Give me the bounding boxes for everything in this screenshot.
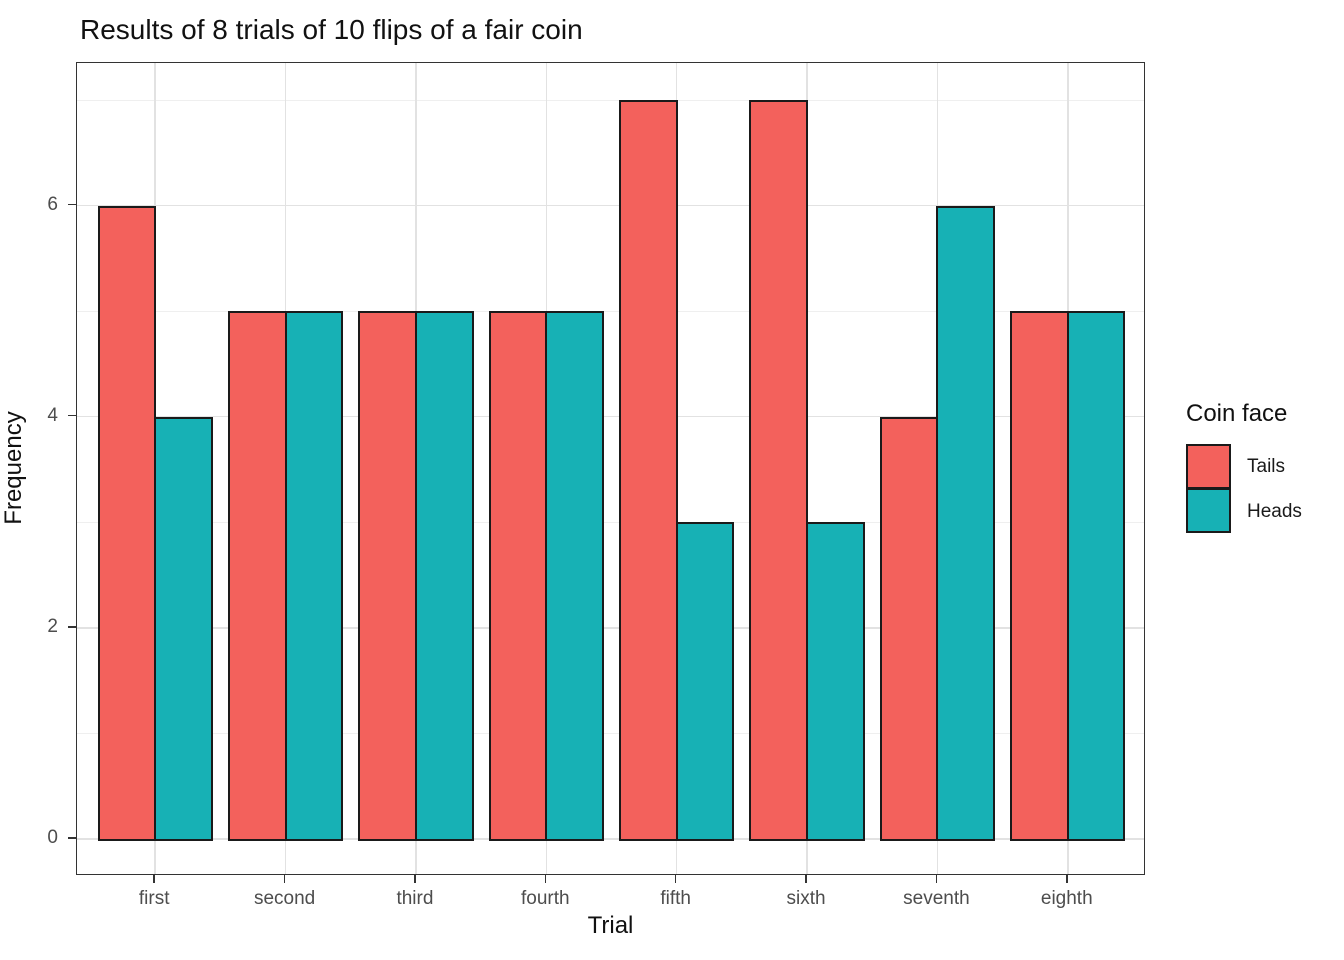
gridline-minor-y1 bbox=[77, 733, 1144, 735]
legend-item-heads: Heads bbox=[1186, 488, 1336, 534]
legend: Coin face Tails Heads bbox=[1186, 400, 1336, 534]
gridline-major-y4 bbox=[77, 415, 1144, 418]
bar-heads-first bbox=[154, 416, 213, 842]
y-tick-4 bbox=[68, 414, 76, 417]
x-tick-label-second: second bbox=[253, 888, 316, 909]
bar-heads-third bbox=[414, 311, 474, 842]
x-tick-third bbox=[414, 875, 416, 883]
x-tick-first bbox=[153, 875, 155, 883]
legend-swatch-tails bbox=[1186, 444, 1231, 489]
x-tick-label-seventh: seventh bbox=[903, 888, 970, 909]
bar-tails-sixth bbox=[749, 99, 809, 842]
gridline-minor-y7 bbox=[77, 99, 1144, 101]
bar-heads-fifth bbox=[675, 522, 735, 842]
legend-items: Tails Heads bbox=[1186, 444, 1336, 534]
gridline-major-y0 bbox=[77, 838, 1144, 840]
legend-label-heads: Heads bbox=[1247, 500, 1302, 522]
legend-item-tails: Tails bbox=[1186, 444, 1336, 489]
x-tick-second bbox=[283, 875, 286, 883]
bar-tails-seventh bbox=[879, 416, 939, 842]
bar-tails-third bbox=[358, 311, 417, 842]
y-tick-0 bbox=[68, 837, 76, 839]
chart-panel bbox=[76, 62, 1145, 875]
x-tick-label-fourth: fourth bbox=[521, 888, 570, 909]
bar-heads-sixth bbox=[806, 522, 865, 842]
x-tick-fourth bbox=[544, 875, 547, 883]
y-tick-label-2: 2 bbox=[47, 615, 58, 637]
bar-heads-eighth bbox=[1066, 311, 1126, 842]
y-tick-label-0: 0 bbox=[47, 827, 58, 849]
bar-tails-fourth bbox=[488, 311, 548, 842]
legend-swatch-heads bbox=[1186, 488, 1231, 533]
x-tick-label-third: third bbox=[396, 888, 434, 909]
bar-tails-fifth bbox=[619, 99, 678, 842]
x-tick-seventh bbox=[935, 875, 938, 883]
y-tick-6 bbox=[68, 203, 76, 206]
x-tick-label-first: first bbox=[138, 888, 170, 909]
bar-heads-fourth bbox=[545, 311, 604, 842]
y-tick-2 bbox=[68, 626, 76, 628]
x-axis-title: Trial bbox=[587, 912, 634, 939]
gridline-major-y6 bbox=[77, 204, 1144, 207]
bar-tails-eighth bbox=[1010, 311, 1069, 842]
x-tick-label-eighth: eighth bbox=[1040, 888, 1093, 909]
bar-tails-first bbox=[97, 205, 157, 842]
bar-tails-second bbox=[227, 311, 287, 842]
y-axis-title: Frequency bbox=[0, 411, 27, 525]
legend-title: Coin face bbox=[1186, 400, 1288, 427]
legend-label-tails: Tails bbox=[1247, 455, 1286, 477]
x-tick-label-sixth: sixth bbox=[786, 888, 826, 909]
gridline-minor-y5 bbox=[77, 311, 1144, 313]
bar-heads-second bbox=[284, 311, 344, 842]
plot-title: Results of 8 trials of 10 flips of a fai… bbox=[80, 14, 583, 45]
x-tick-sixth bbox=[805, 875, 807, 883]
x-tick-label-fifth: fifth bbox=[660, 888, 691, 909]
y-tick-label-4: 4 bbox=[47, 404, 58, 426]
gridline-major-y2 bbox=[77, 627, 1144, 629]
x-tick-fifth bbox=[674, 875, 677, 883]
y-tick-label-6: 6 bbox=[47, 193, 58, 215]
bar-heads-seventh bbox=[936, 205, 996, 842]
gridline-minor-y3 bbox=[77, 522, 1144, 524]
x-tick-eighth bbox=[1066, 875, 1068, 883]
